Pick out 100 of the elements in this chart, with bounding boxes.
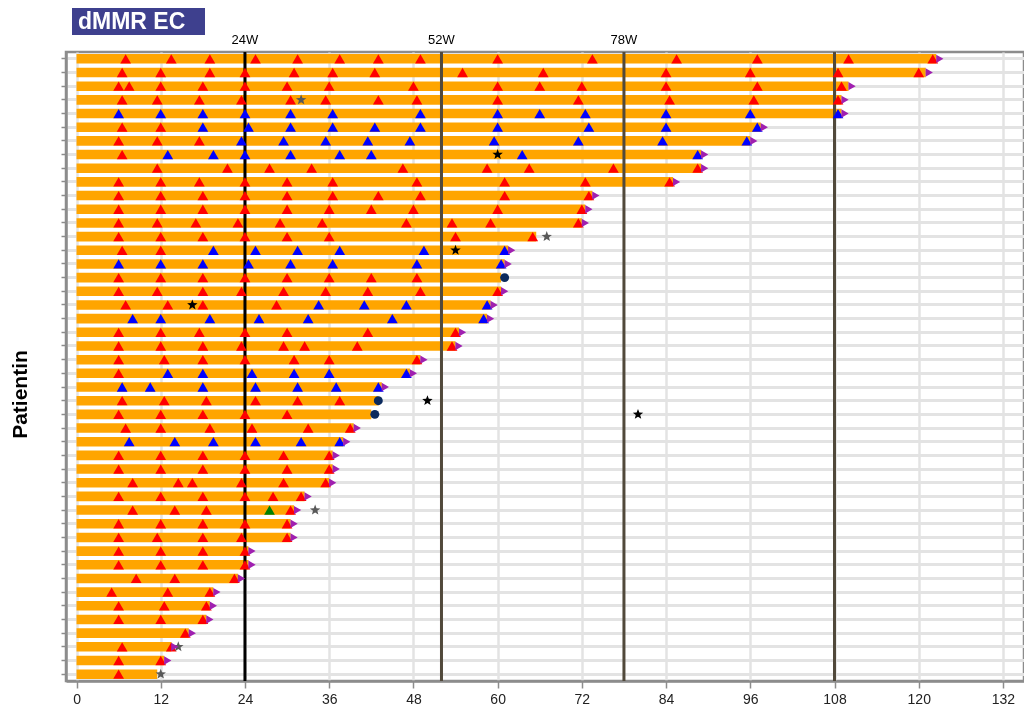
point [692, 163, 704, 173]
point [197, 560, 209, 570]
bar [76, 81, 849, 91]
point [292, 396, 303, 406]
point [913, 67, 925, 78]
point [169, 505, 181, 515]
point [323, 450, 335, 461]
point [113, 231, 124, 242]
point [188, 628, 196, 638]
point [197, 409, 209, 419]
point [313, 300, 325, 310]
point [285, 149, 296, 160]
point [246, 368, 258, 378]
point [120, 423, 132, 433]
point [411, 259, 423, 269]
point [285, 95, 296, 105]
point [323, 368, 335, 378]
point [660, 67, 672, 78]
point [151, 532, 163, 543]
point [116, 245, 128, 255]
point [492, 286, 503, 296]
point [239, 231, 251, 242]
point [411, 177, 423, 187]
point [190, 218, 202, 228]
point [271, 300, 282, 310]
point [113, 355, 124, 365]
point [250, 437, 261, 447]
point [343, 437, 351, 446]
point [936, 54, 944, 64]
point [285, 259, 296, 269]
x-tick-label: 132 [991, 690, 1016, 707]
point [155, 231, 167, 242]
point [492, 81, 503, 91]
bar [76, 628, 189, 638]
point [285, 505, 296, 515]
point [579, 108, 591, 119]
point [481, 163, 493, 173]
point [113, 204, 124, 214]
point [499, 245, 511, 255]
point [116, 149, 128, 160]
point [155, 450, 167, 461]
point [113, 81, 124, 91]
point [151, 163, 163, 173]
point [293, 505, 302, 515]
point [741, 136, 753, 146]
point [186, 478, 198, 488]
point [239, 327, 251, 337]
point [155, 423, 167, 433]
point [193, 327, 205, 337]
point [299, 341, 310, 351]
point [213, 587, 221, 597]
point [239, 108, 251, 119]
point [420, 355, 428, 364]
point [209, 601, 218, 610]
point [664, 95, 675, 105]
point [239, 177, 251, 187]
point [130, 573, 142, 584]
point [572, 95, 584, 105]
point [365, 204, 377, 214]
point [365, 272, 377, 283]
point [499, 190, 511, 201]
point [239, 67, 251, 78]
point [281, 409, 293, 419]
point [169, 437, 181, 447]
point [239, 491, 251, 502]
point [408, 204, 419, 214]
point [657, 136, 668, 146]
point [381, 382, 389, 392]
point [495, 259, 507, 269]
point [278, 450, 289, 461]
x-tick-label: 0 [73, 690, 82, 707]
point [197, 108, 209, 119]
point [372, 382, 384, 392]
point [292, 245, 303, 255]
point [450, 327, 461, 337]
point [744, 67, 756, 78]
point [327, 67, 339, 78]
point [488, 136, 500, 146]
chart-title: dMMR EC [78, 8, 186, 34]
point [455, 341, 463, 351]
point [204, 314, 216, 324]
point [151, 218, 163, 228]
point [250, 396, 261, 406]
point [155, 327, 167, 337]
point [197, 368, 209, 378]
point [295, 94, 307, 105]
point [162, 368, 174, 378]
point [113, 286, 124, 296]
point [327, 259, 339, 269]
point [278, 286, 289, 296]
point [113, 532, 124, 543]
point [208, 437, 219, 447]
point [264, 505, 275, 515]
point [660, 108, 672, 119]
point [492, 108, 503, 119]
point [155, 560, 167, 570]
point [843, 54, 854, 64]
point [302, 314, 314, 324]
point [169, 573, 181, 584]
point [155, 272, 167, 283]
